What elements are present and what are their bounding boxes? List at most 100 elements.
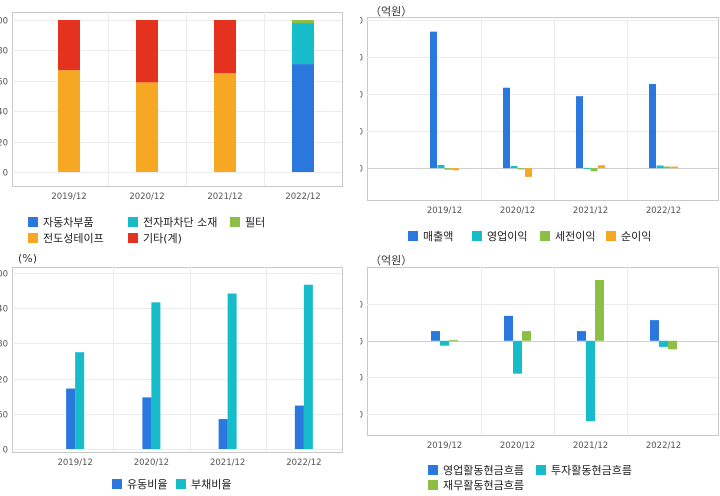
legend-swatch: [536, 465, 546, 475]
bar: [227, 293, 237, 449]
legend-label: 매출액: [423, 230, 454, 243]
bar: [440, 340, 449, 346]
x-tick-label: 2020/12: [129, 192, 164, 200]
legend-item-auto-parts: 자동차부품: [28, 214, 94, 230]
legend-item-others: 기타(계): [128, 230, 182, 246]
bar: [522, 331, 531, 341]
plot-frame: [367, 267, 719, 436]
y-tick-label: 0: [3, 446, 8, 456]
legend-label: 영업활동현금흐름: [443, 464, 524, 477]
y-tick-label: 1,400: [360, 91, 363, 101]
y-tick-label: 20: [0, 139, 8, 149]
bar-segment: [58, 20, 80, 71]
bar: [303, 284, 313, 449]
unit-label: （억원）: [370, 254, 413, 267]
bar: [449, 340, 458, 342]
bar-segment: [292, 23, 314, 65]
legend-label: 유동비율: [127, 478, 168, 491]
bar: [517, 168, 525, 170]
bar: [590, 168, 598, 172]
y-tick-label: 120: [0, 376, 8, 386]
bar: [663, 166, 671, 169]
ratio-legend: 유동비율 부채비율: [0, 472, 350, 496]
legend-swatch: [112, 479, 122, 489]
y-tick-label: 700: [360, 128, 363, 138]
bar: [525, 168, 532, 177]
legend-item-pretax-income: 세전이익: [540, 228, 595, 244]
y-tick-label: 60: [0, 411, 8, 421]
legend-label: 세전이익: [555, 230, 596, 243]
bar: [649, 84, 656, 169]
y-tick-label: 0: [3, 169, 8, 179]
bar: [75, 352, 85, 449]
x-tick-label: 2021/12: [207, 192, 242, 200]
bar: [294, 405, 304, 449]
bar: [510, 166, 518, 169]
bar: [218, 419, 228, 449]
bar: [668, 340, 677, 350]
bar: [444, 168, 452, 170]
x-tick-label: 2019/12: [427, 206, 462, 216]
x-tick-label: 2020/12: [134, 458, 169, 468]
legend-swatch: [606, 231, 616, 241]
bar: [671, 166, 678, 169]
bar: [576, 96, 583, 169]
legend-item-debt-ratio: 부채비율: [176, 476, 231, 492]
bar: [151, 302, 161, 449]
bar-segment: [136, 20, 158, 83]
y-tick-label: 40: [0, 108, 8, 118]
legend-item-conductive-tape: 전도성테이프: [28, 230, 104, 246]
bar-segment: [214, 20, 236, 74]
legend-item-filter: 필터: [230, 214, 265, 230]
legend-label: 필터: [245, 216, 266, 229]
y-tick-label: 300: [0, 270, 8, 280]
bar: [66, 388, 76, 449]
x-tick-label: 2020/12: [500, 206, 535, 216]
bar: [437, 164, 445, 169]
legend-item-operating-income: 영업이익: [472, 228, 527, 244]
income-plot: 0 700 1,400 2,100 2,800 2019/12 2020/12 2021/12…: [360, 17, 719, 216]
bar: [598, 165, 605, 169]
legend-item-financing-cf: 재무활동현금흐름: [428, 477, 524, 493]
x-tick-label: 2019/12: [51, 192, 86, 200]
legend-label: 순이익: [621, 230, 652, 243]
cashflow-plot: -600 -300 0 300 2019/12 2020/12 2021/12 2022/12: [360, 267, 719, 451]
legend-label: 부채비율: [191, 478, 232, 491]
cashflow-chart: （억원） -600 -300 0 300 2019/12 2020/12 2021/12 20…: [360, 250, 720, 496]
unit-label: (%): [18, 252, 38, 265]
legend-swatch: [176, 479, 186, 489]
bar: [586, 340, 595, 422]
bar: [503, 87, 510, 169]
bar-segment: [136, 82, 158, 172]
y-tick-label: 300: [360, 301, 363, 311]
x-tick-label: 2021/12: [210, 458, 245, 468]
y-tick-label: -300: [360, 374, 363, 384]
bar-segment: [214, 73, 236, 172]
x-tick-label: 2022/12: [646, 206, 681, 216]
legend-swatch: [408, 231, 418, 241]
legend-label: 자동차부품: [43, 216, 94, 229]
bar: [577, 331, 586, 341]
y-tick-label: 0: [360, 165, 363, 175]
income-chart: （억원） 0 700 1,400 2,100 2,800 2019/12 2020/12 20…: [360, 0, 720, 250]
x-tick-label: 2021/12: [573, 206, 608, 216]
legend-swatch: [428, 465, 438, 475]
product-mix-chart: 0 20 40 60 80 100 2019/12 2020/12 2021/12 2022/12…: [0, 0, 350, 250]
bar: [595, 280, 604, 341]
legend-swatch: [540, 231, 550, 241]
bar: [431, 331, 440, 341]
legend-label: 영업이익: [487, 230, 528, 243]
legend-swatch: [28, 233, 38, 243]
bar: [656, 165, 664, 169]
legend-label: 투자활동현금흐름: [551, 464, 632, 477]
legend-item-net-income: 순이익: [606, 228, 651, 244]
plot-frame: [367, 17, 719, 201]
x-tick-label: 2022/12: [646, 441, 681, 451]
ratio-chart: (%) 0 60 120 180 240 300 2019/12 2020/12 2021/12…: [0, 250, 350, 496]
y-tick-label: -600: [360, 411, 363, 421]
y-tick-label: 60: [0, 78, 8, 88]
x-tick-label: 2022/12: [285, 192, 320, 200]
legend-item-investing-cf: 투자활동현금흐름: [536, 462, 632, 478]
y-tick-label: 180: [0, 340, 8, 350]
bar-segment: [292, 64, 314, 172]
